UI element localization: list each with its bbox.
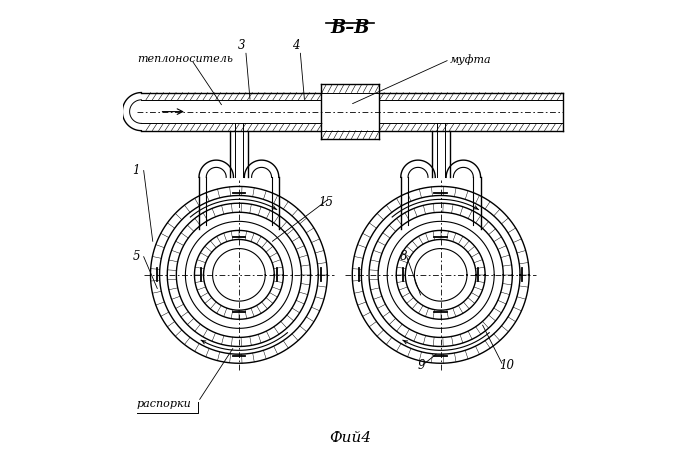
Text: 15: 15 [318,196,333,209]
Text: 9: 9 [418,359,426,372]
Text: В–В: В–В [330,19,370,37]
Text: 4: 4 [292,39,300,52]
Text: теплоноситель: теплоноситель [137,55,233,64]
Text: 10: 10 [500,359,514,372]
Text: муфта: муфта [450,54,491,65]
Text: 8: 8 [400,250,407,263]
Text: 5: 5 [132,250,140,263]
Text: распорки: распорки [137,399,192,409]
Text: 3: 3 [237,39,245,52]
Text: 1: 1 [132,164,140,177]
Text: Фий4: Фий4 [329,431,371,445]
